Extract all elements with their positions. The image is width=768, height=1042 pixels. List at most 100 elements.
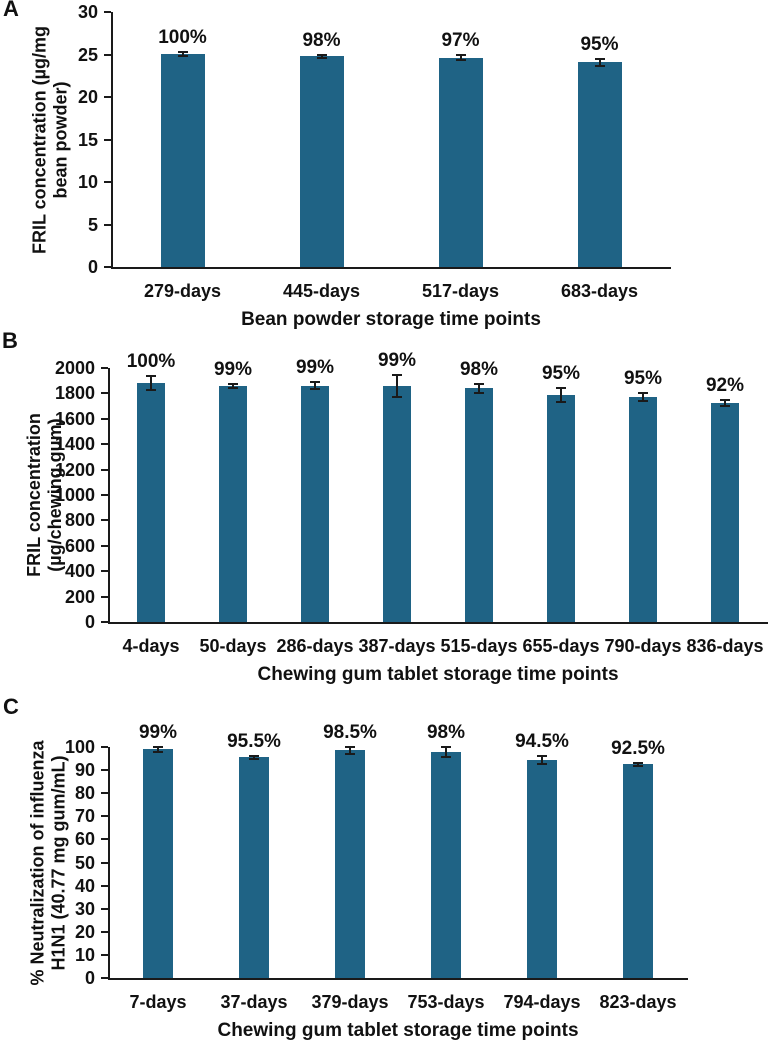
error-bar: [445, 746, 447, 757]
bar: [629, 396, 657, 622]
y-tick-mark: [101, 838, 108, 841]
error-bar-cap-bottom: [720, 405, 730, 408]
y-axis-title-line: H1N1 (40.77 mg gum/mL): [48, 754, 68, 971]
error-bar-cap-bottom: [249, 758, 259, 760]
panel-c-label: C: [3, 694, 19, 719]
bar: [301, 385, 329, 622]
bar-percentage-label: 99%: [213, 358, 253, 380]
bar-percentage-label: 100%: [158, 26, 207, 48]
x-tick-label: 50-days: [199, 636, 267, 656]
x-tick-label: 7-days: [129, 992, 187, 1012]
panel-c: C 0 10 20 30 40 50 60 70 80 90 100 99% 7-days 95.5% 37…: [0, 690, 768, 1041]
panel-a: A 0 5 10 15 20 25 30 100% 279-days 98% 445-days 97%…: [0, 0, 768, 330]
y-tick-mark: [101, 930, 108, 933]
y-tick-mark: [101, 746, 108, 748]
error-bar-cap-bottom: [556, 400, 566, 403]
panel-b: B 0 200 400 600 800 1000 1200 1400 1600 1800 2000 1…: [0, 330, 768, 690]
error-bar: [724, 400, 726, 407]
y-tick-mark: [101, 392, 108, 395]
error-bar-cap-bottom: [316, 56, 327, 59]
y-tick-mark: [101, 907, 108, 910]
y-tick-label: 60: [74, 829, 95, 850]
x-tick-label: 37-days: [220, 992, 288, 1012]
error-bar-cap-bottom: [633, 764, 643, 767]
bar: [383, 386, 411, 622]
bar-percentage-label: 98%: [426, 721, 466, 743]
y-axis-title: % Neutralization of influenza H1N1 (40.77…: [27, 697, 69, 1028]
error-bar: [314, 382, 316, 389]
y-tick-label: 30: [77, 2, 98, 22]
y-tick-mark: [104, 181, 111, 183]
error-bar: [150, 376, 152, 391]
y-axis-line: [108, 747, 110, 980]
error-bar-cap-bottom: [177, 54, 188, 57]
error-bar-cap-top: [720, 399, 730, 402]
error-bar-cap-top: [455, 54, 466, 57]
y-tick-label: 15: [77, 129, 98, 150]
error-bar: [642, 393, 644, 401]
error-bar: [396, 374, 398, 398]
y-tick-mark: [101, 417, 108, 420]
error-bar-cap-top: [594, 57, 605, 60]
bar-percentage-label: 94.5%: [515, 730, 569, 752]
y-tick-label: 1200: [54, 459, 95, 480]
y-tick-mark: [101, 769, 108, 772]
y-tick-label: 50: [74, 852, 95, 873]
bar-percentage-label: 95%: [623, 368, 663, 390]
x-tick-label: 387-days: [358, 636, 436, 656]
error-bar: [320, 54, 323, 58]
x-tick-label: 823-days: [599, 992, 677, 1012]
panel-a-label: A: [3, 0, 19, 21]
error-bar-cap-bottom: [455, 59, 466, 62]
error-bar-cap-top: [310, 381, 320, 384]
bar-percentage-label: 95%: [580, 33, 619, 55]
error-bar-cap-top: [474, 382, 484, 385]
x-axis-title: Chewing gum tablet storage time points: [257, 664, 619, 685]
y-tick-label: 10: [77, 172, 98, 192]
y-axis-title: FRIL concentration (µg/chewing gum): [24, 318, 66, 672]
bar-percentage-label: 98%: [459, 358, 499, 380]
error-bar-cap-top: [633, 761, 643, 764]
x-tick-label: 515-days: [440, 636, 518, 656]
bar-percentage-label: 99%: [295, 357, 335, 379]
y-axis-title-line: FRIL concentration: [24, 413, 44, 577]
y-tick-label: 90: [74, 760, 95, 781]
error-bar-cap-top: [537, 754, 547, 757]
x-axis-line: [108, 622, 768, 624]
y-tick-label: 30: [74, 898, 95, 919]
y-tick-label: 200: [64, 586, 95, 607]
y-axis-title: FRIL concentration (µg/mg bean powder): [29, 0, 71, 317]
error-bar-cap-top: [153, 745, 163, 748]
error-bar-cap-bottom: [441, 755, 451, 758]
error-bar: [253, 755, 255, 759]
y-tick-label: 100: [64, 737, 95, 757]
bar: [335, 750, 365, 978]
x-tick-label: 517-days: [421, 281, 500, 301]
y-tick-mark: [101, 815, 108, 818]
x-tick-label: 279-days: [143, 281, 222, 301]
y-tick-label: 2000: [54, 358, 95, 378]
error-bar-cap-bottom: [638, 399, 648, 402]
y-axis-title-line: (µg/chewing gum): [45, 418, 65, 572]
error-bar-cap-bottom: [594, 64, 605, 67]
bar-percentage-label: 99%: [138, 721, 178, 743]
y-tick-mark: [101, 519, 108, 522]
y-tick-label: 400: [64, 561, 95, 582]
error-bar-cap-top: [249, 754, 259, 757]
y-tick-mark: [101, 544, 108, 547]
y-tick-label: 20: [77, 87, 98, 107]
y-tick-mark: [104, 138, 111, 141]
bar-percentage-label: 95.5%: [227, 730, 281, 752]
error-bar: [541, 755, 543, 764]
y-tick-label: 1400: [54, 434, 95, 455]
x-axis-title: Chewing gum tablet storage time points: [217, 1020, 579, 1041]
bar-percentage-label: 98%: [302, 29, 341, 51]
y-tick-label: 40: [74, 875, 95, 896]
x-tick-label: 836-days: [686, 636, 764, 656]
error-bar: [459, 55, 462, 61]
x-tick-label: 655-days: [522, 636, 600, 656]
bar: [547, 394, 575, 622]
error-bar-cap-top: [177, 50, 188, 53]
y-tick-mark: [104, 53, 111, 56]
